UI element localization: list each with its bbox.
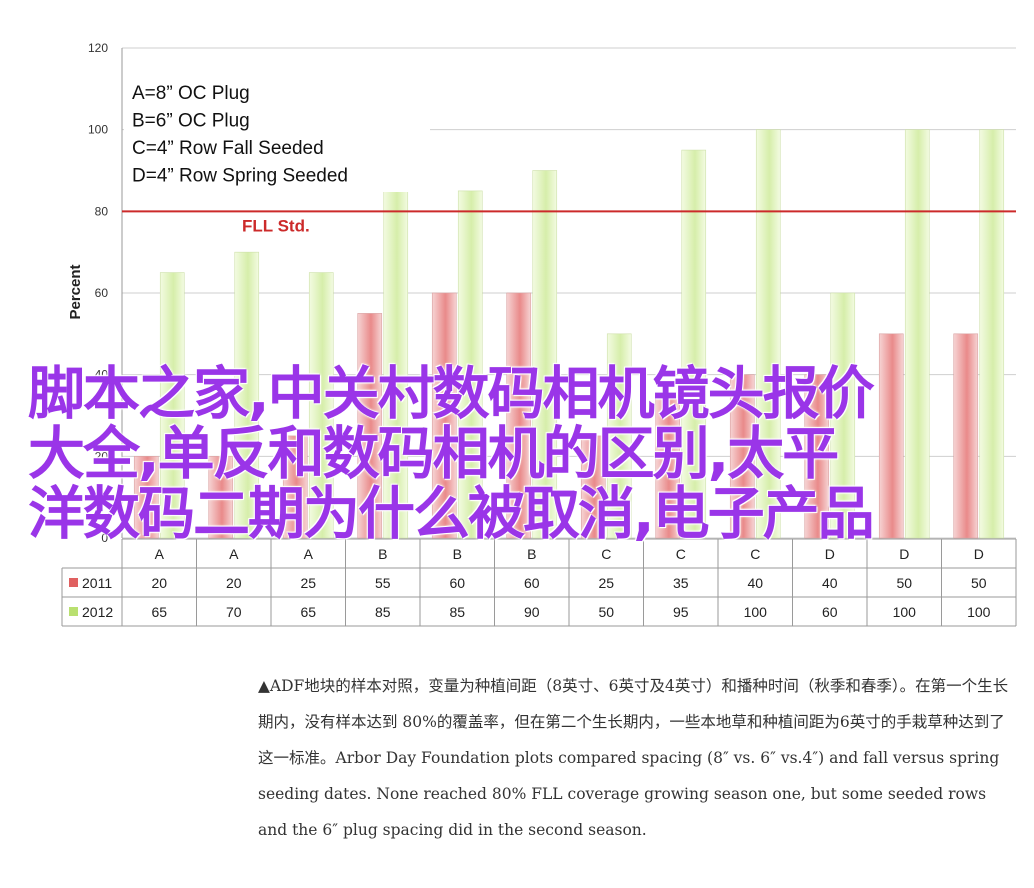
x-tick-label: B	[527, 546, 536, 562]
data-label: 35	[673, 575, 689, 591]
bar-2012	[606, 333, 632, 539]
data-label: 85	[449, 604, 465, 620]
data-label: 50	[971, 575, 987, 591]
x-tick-label: C	[676, 546, 686, 562]
fll-line-label: FLL Std.	[242, 216, 310, 235]
data-label: 25	[598, 575, 614, 591]
figure-caption: ▲ADF地块的样本对照，变量为种植间距（8英寸、6英寸及4英寸）和播种时间（秋季…	[258, 677, 1009, 839]
bar-2011	[804, 374, 830, 539]
data-label: 95	[673, 604, 689, 620]
x-tick-label: D	[974, 546, 984, 562]
bar-2011	[133, 456, 159, 539]
bar-2011	[506, 292, 532, 539]
overlay-title-line-1: 脚本之家,中关村数码相机镜头报价	[28, 361, 875, 427]
y-tick-label: 40	[95, 368, 109, 382]
data-label: 70	[226, 604, 242, 620]
bar-2012	[979, 129, 1005, 539]
legend-box: A=8” OC Plug B=6” OC Plug C=4” Row Fall Se…	[124, 70, 430, 192]
x-tick-label: A	[229, 546, 239, 562]
data-label: 50	[598, 604, 614, 620]
bar-chart: 0 20 40 60 80 100 120 Percent FLL Std. A=8” OC…	[61, 41, 1017, 627]
y-tick-label: 80	[95, 204, 109, 218]
y-tick-label: 60	[95, 286, 109, 300]
bar-2012	[457, 190, 483, 539]
overlay-title-line-2: 大全,单反和数码相机的区别,太平	[28, 421, 839, 487]
x-tick-label: A	[155, 546, 165, 562]
data-label: 55	[375, 575, 391, 591]
fll-standard-line: FLL Std.	[122, 210, 1016, 235]
chart-bars	[133, 129, 1005, 539]
legend-box-bg	[124, 70, 430, 192]
data-label: 50	[896, 575, 912, 591]
data-label: 20	[151, 575, 167, 591]
bar-2011	[431, 292, 457, 539]
data-label: 100	[744, 604, 768, 620]
data-label: 100	[893, 604, 917, 620]
data-label: 60	[449, 575, 465, 591]
bar-2011	[655, 394, 681, 539]
y-axis: 0 20 40 60 80 100 120	[88, 41, 123, 545]
bar-2012	[159, 272, 185, 539]
bar-2011	[357, 313, 383, 539]
data-label: 60	[822, 604, 838, 620]
y-tick-label: 100	[88, 123, 108, 137]
data-label: 60	[524, 575, 540, 591]
bar-2011	[729, 374, 755, 539]
bar-2011	[208, 456, 234, 539]
bar-2012	[830, 292, 856, 539]
bar-2011	[282, 435, 308, 539]
bar-2012	[755, 129, 781, 539]
x-tick-label: A	[304, 546, 314, 562]
data-label: 65	[151, 604, 167, 620]
bar-2011	[953, 333, 979, 539]
legend-label-2012: 2012	[82, 604, 113, 620]
data-label: 25	[300, 575, 316, 591]
bar-2012	[681, 149, 707, 539]
data-label: 100	[967, 604, 991, 620]
x-tick-label: D	[899, 546, 909, 562]
bar-2012	[383, 190, 409, 539]
bar-2012	[532, 170, 558, 539]
legend-box-line: A=8” OC Plug	[132, 83, 250, 104]
data-label: 65	[300, 604, 316, 620]
legend-label-2011: 2011	[82, 575, 112, 591]
data-label: 20	[226, 575, 242, 591]
bar-2011	[878, 333, 904, 539]
y-tick-label: 120	[88, 41, 108, 55]
legend-box-line: C=4” Row Fall Seeded	[132, 138, 324, 159]
x-tick-label: C	[601, 546, 611, 562]
x-tick-label: D	[825, 546, 835, 562]
x-tick-label: B	[378, 546, 387, 562]
legend-box-line: B=6” OC Plug	[132, 111, 250, 132]
legend-box-line: D=4” Row Spring Seeded	[132, 166, 348, 187]
bar-2011	[580, 435, 606, 539]
data-table: A A A B B B C C C D D D 2011 20 20 25 55 60 60 25 35 40 40 50 50…	[61, 538, 1017, 627]
bar-2012	[308, 272, 334, 539]
legend-swatch-2012	[69, 607, 78, 616]
bar-2012	[904, 129, 930, 539]
data-label: 40	[747, 575, 763, 591]
overlay-title-line-3: 洋数码二期为什么被取消,电子产品	[28, 481, 875, 547]
data-label: 90	[524, 604, 540, 620]
legend-swatch-2011	[69, 578, 78, 587]
y-tick-label: 0	[101, 531, 108, 545]
x-tick-label: B	[453, 546, 462, 562]
y-axis-label: Percent	[67, 264, 84, 319]
y-tick-label: 20	[95, 449, 109, 463]
x-tick-label: C	[750, 546, 760, 562]
bar-2012	[234, 251, 260, 539]
data-label: 40	[822, 575, 838, 591]
data-label: 85	[375, 604, 391, 620]
